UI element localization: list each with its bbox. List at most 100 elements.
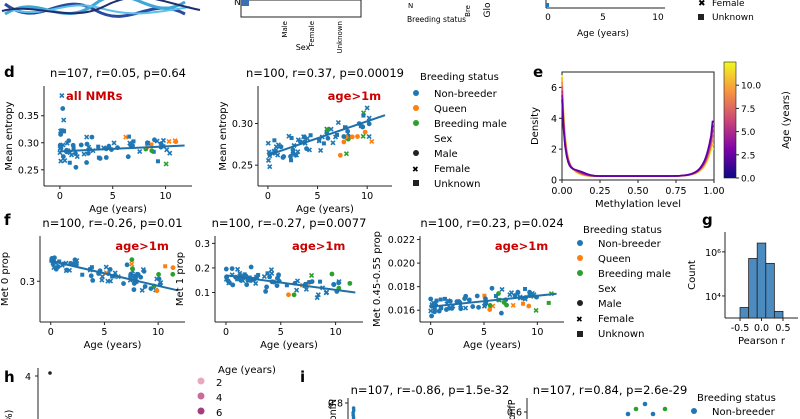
f2-point: [294, 278, 301, 284]
i1-ylabel: onfN: [328, 399, 339, 419]
d1-annotation: all NMRs: [66, 89, 123, 103]
f2-point: [286, 292, 291, 298]
i2-ylabel: onfP: [507, 399, 518, 419]
d2-point: [361, 113, 366, 118]
d1-point: [73, 164, 79, 170]
d2-point: [342, 125, 347, 130]
legend-f-sex-female: Female: [598, 314, 634, 325]
f1-point: [64, 267, 70, 273]
d2-point: [302, 134, 307, 140]
d2-point: [304, 146, 309, 152]
f2-point: [263, 288, 269, 294]
legend-h-item-6: 6: [216, 408, 222, 419]
e-density-line: [561, 99, 714, 177]
legend-d-nonbreeder: Non-breeder: [434, 89, 498, 100]
panel-h: 4%): [4, 368, 52, 419]
d1-point: [131, 139, 136, 144]
legend-f-marker-male-breeder: [577, 270, 583, 276]
f3-point: [462, 305, 469, 311]
legend-h-marker-4: [197, 392, 205, 400]
f1-xtick-label: 5: [101, 327, 107, 338]
i2-title: n=107, r=0.84, p=2.6e-29: [533, 383, 688, 397]
f3-point: [512, 293, 518, 298]
f1-point: [103, 264, 109, 270]
e-colorbar: [723, 61, 737, 179]
f3-point: [487, 303, 493, 308]
d2-annotation: age>1m: [328, 89, 381, 103]
f3-point: [499, 286, 505, 293]
f1-point: [112, 270, 118, 276]
d1-xlabel: Age (years): [89, 204, 147, 215]
f3-ytick-label: 0.020: [388, 259, 415, 270]
legend-d-marker-queen: [413, 105, 419, 111]
f1-point: [88, 273, 94, 279]
f2-ytick-label: 0.3: [195, 239, 210, 250]
legend-d-marker-sex-female: ✖: [412, 165, 419, 174]
d2-point: [288, 154, 293, 159]
panel-letter-h: h: [4, 368, 15, 386]
d2-ylabel: Mean entropy: [218, 101, 229, 170]
e-xtick-label: 0.75: [665, 186, 686, 197]
f1-point: [55, 264, 61, 270]
f1-point: [129, 257, 135, 263]
legend-f-marker-sex-unknown: [577, 331, 583, 337]
panel-g: -0.5 0.0 0.5 10⁴ 10⁶ Pearson r Count: [687, 232, 798, 347]
e-colorbar-label: 7.5: [741, 105, 755, 115]
d1-ytick-label: 0.35: [18, 111, 39, 122]
c-xtick-10: 10: [652, 13, 664, 23]
f2-point: [347, 280, 353, 286]
legend-d-title-status: Breeding status: [420, 72, 499, 83]
c-point: [546, 3, 549, 7]
f1-point: [131, 281, 137, 286]
f3-point: [515, 289, 521, 295]
g-histogram-bar: [748, 258, 758, 319]
e-colorbar-title: Age (years): [781, 91, 792, 149]
f3-point: [527, 289, 532, 295]
legend-h-marker-6: [197, 407, 205, 415]
i1-title: n=107, r=-0.86, p=1.5e-32: [351, 383, 510, 397]
breeding-status-xlabel: Breeding status: [407, 15, 466, 24]
top-bullet-n: N: [408, 2, 413, 10]
f1-point: [131, 273, 136, 278]
d1-point: [85, 150, 91, 156]
f1-annotation: age>1m: [115, 239, 168, 253]
d1-point: [84, 134, 90, 140]
f2-ytick-label: 0.1: [195, 288, 210, 299]
f1-point: [124, 262, 130, 268]
panel-f2: 0 5 10 0.1 0.2 0.3 Age (years) Met 1 prop n=100,…: [175, 216, 366, 351]
c1-ylabel-frag: N: [234, 0, 241, 8]
f2-xlabel: Age (years): [260, 340, 318, 351]
f3-point: [508, 290, 515, 296]
legend-i-title: Breeding status: [697, 393, 776, 404]
legend-f-breeding-male: Breeding male: [598, 269, 671, 280]
f2-point: [324, 289, 330, 295]
d2-point: [343, 151, 350, 157]
d2-point: [369, 138, 375, 144]
f1-point: [90, 277, 96, 283]
f2-point: [294, 287, 300, 293]
c-xtick-5: 5: [600, 13, 606, 23]
i2-point: [662, 406, 668, 412]
f2-ytick-label: 0.2: [195, 263, 210, 274]
d1-point: [149, 148, 155, 154]
d1-point: [167, 150, 173, 156]
d1-title: n=107, r=0.05, p=0.64: [50, 66, 186, 80]
f2-point: [223, 276, 229, 282]
f2-point: [246, 277, 251, 282]
f1-fit-line: [50, 259, 178, 292]
f2-point: [303, 286, 309, 292]
panel-f3: 0 5 10 0.016 0.018 0.020 0.022 Age (years) Met 0…: [372, 216, 564, 351]
e-density-line: [561, 95, 714, 177]
f3-point: [482, 293, 487, 298]
d2-point: [335, 119, 341, 126]
legend-f-title-status: Breeding status: [583, 225, 662, 236]
i2-point: [633, 406, 639, 412]
f3-annotation: age>1m: [495, 239, 548, 253]
f2-point: [318, 279, 323, 284]
f1-xtick-label: 0: [48, 327, 54, 338]
g-ytick-label: 10⁶: [705, 248, 721, 259]
c-legend-female: Female: [712, 0, 745, 9]
d1-point: [123, 134, 129, 140]
d1-ytick-label: 0.25: [18, 165, 39, 176]
